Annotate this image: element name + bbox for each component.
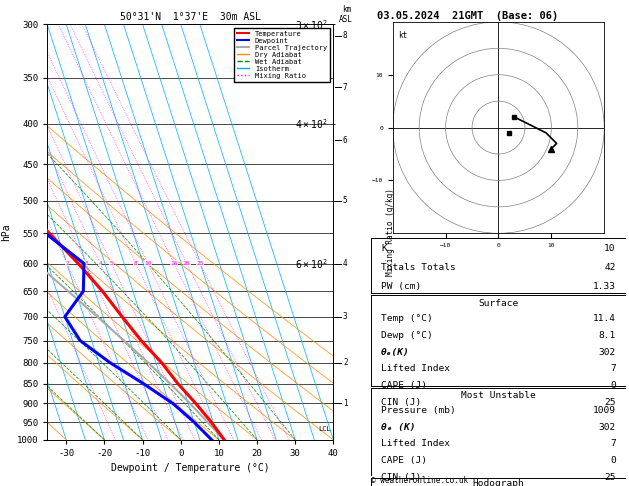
Text: LCL: LCL: [319, 426, 331, 433]
Text: 10: 10: [144, 261, 152, 266]
Text: 8: 8: [134, 261, 138, 266]
Text: θₑ (K): θₑ (K): [381, 423, 416, 432]
Text: Temp (°C): Temp (°C): [381, 314, 433, 323]
Text: 0: 0: [610, 381, 616, 390]
Text: 5: 5: [343, 196, 348, 205]
X-axis label: Dewpoint / Temperature (°C): Dewpoint / Temperature (°C): [111, 464, 270, 473]
Text: Dewp (°C): Dewp (°C): [381, 331, 433, 340]
Text: CAPE (J): CAPE (J): [381, 456, 427, 465]
Text: Lifted Index: Lifted Index: [381, 439, 450, 449]
Text: CIN (J): CIN (J): [381, 473, 421, 482]
Text: © weatheronline.co.uk: © weatheronline.co.uk: [371, 476, 468, 485]
Text: 0: 0: [610, 456, 616, 465]
Text: 25: 25: [196, 261, 204, 266]
Text: 1.33: 1.33: [593, 282, 616, 291]
Text: 4: 4: [343, 259, 348, 268]
Text: 1009: 1009: [593, 406, 616, 415]
Legend: Temperature, Dewpoint, Parcel Trajectory, Dry Adiabat, Wet Adiabat, Isotherm, Mi: Temperature, Dewpoint, Parcel Trajectory…: [234, 28, 330, 82]
Text: Most Unstable: Most Unstable: [461, 391, 536, 399]
Text: 2: 2: [65, 261, 69, 266]
Text: 20: 20: [183, 261, 191, 266]
Text: 3: 3: [343, 312, 348, 321]
Text: Totals Totals: Totals Totals: [381, 263, 456, 272]
Text: 03.05.2024  21GMT  (Base: 06): 03.05.2024 21GMT (Base: 06): [377, 11, 559, 21]
Text: 7: 7: [343, 83, 348, 92]
Text: Lifted Index: Lifted Index: [381, 364, 450, 373]
Text: 7: 7: [610, 364, 616, 373]
Text: K: K: [381, 244, 387, 253]
Text: 8: 8: [343, 31, 348, 40]
Text: kt: kt: [398, 31, 408, 40]
Text: CIN (J): CIN (J): [381, 398, 421, 407]
Text: 11.4: 11.4: [593, 314, 616, 323]
Text: 3: 3: [84, 261, 88, 266]
Text: CAPE (J): CAPE (J): [381, 381, 427, 390]
Text: θₑ(K): θₑ(K): [381, 347, 410, 357]
Text: Surface: Surface: [479, 299, 518, 308]
Text: 7: 7: [610, 439, 616, 449]
Text: 4: 4: [98, 261, 102, 266]
Text: 302: 302: [598, 347, 616, 357]
Text: 6: 6: [343, 136, 348, 145]
Y-axis label: hPa: hPa: [1, 223, 11, 241]
Text: 25: 25: [604, 473, 616, 482]
Title: 50°31'N  1°37'E  30m ASL: 50°31'N 1°37'E 30m ASL: [120, 12, 261, 22]
Text: Pressure (mb): Pressure (mb): [381, 406, 456, 415]
Text: 25: 25: [604, 398, 616, 407]
Text: 10: 10: [604, 244, 616, 253]
Text: PW (cm): PW (cm): [381, 282, 421, 291]
Text: 8.1: 8.1: [598, 331, 616, 340]
Text: Mixing Ratio (g/kg): Mixing Ratio (g/kg): [386, 188, 395, 276]
Text: Hodograph: Hodograph: [472, 479, 525, 486]
Text: 16: 16: [170, 261, 177, 266]
Text: 5: 5: [109, 261, 113, 266]
Title: km
ASL: km ASL: [339, 5, 353, 24]
Text: 1: 1: [343, 399, 348, 408]
Text: 42: 42: [604, 263, 616, 272]
Text: 302: 302: [598, 423, 616, 432]
Text: 2: 2: [343, 358, 348, 367]
